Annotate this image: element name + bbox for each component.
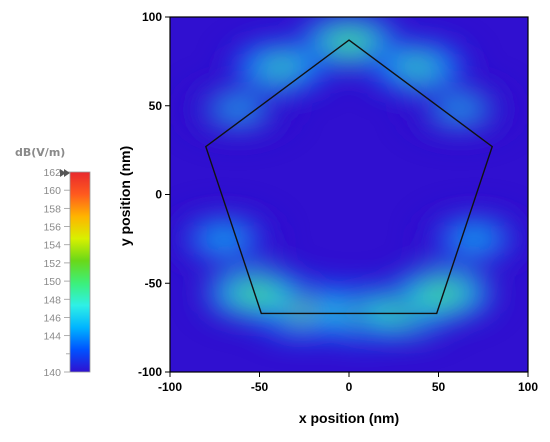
hotspot-8-layer-4 <box>238 286 273 301</box>
hotspot-4-layer-4 <box>442 102 477 117</box>
hotspot-9-layer-4 <box>425 286 460 301</box>
x-tick-label: 50 <box>432 380 446 394</box>
hotspot-10-layer-4 <box>206 231 241 246</box>
y-axis: 100 50 0 -50 -100 <box>138 10 170 379</box>
colorbar-tick-label: 160 <box>43 185 61 197</box>
hotspot-3-layer-4 <box>221 102 256 117</box>
hotspot-1-layer-4 <box>263 59 298 74</box>
colorbar-tick-label: 154 <box>43 240 61 252</box>
colorbar-tick-label: 152 <box>43 258 61 270</box>
hotspot-2-layer-4 <box>400 59 435 74</box>
colorbar-gradient <box>69 171 91 373</box>
plot-area <box>170 17 528 372</box>
x-tick-label: 100 <box>518 380 538 394</box>
colorbar-tick-label: 156 <box>43 222 61 234</box>
y-tick-label: 100 <box>142 10 162 24</box>
colorbar-tick-label: 158 <box>43 203 61 215</box>
x-tick-label: -100 <box>158 380 182 394</box>
field-hotspots <box>170 17 528 344</box>
x-tick-label: 0 <box>346 380 353 394</box>
y-axis-label: y position (nm) <box>117 146 133 246</box>
y-tick-label: 0 <box>155 188 162 202</box>
hotspot-0-layer-4 <box>332 34 366 49</box>
pentagon-outline <box>204 39 494 315</box>
x-axis-label: x position (nm) <box>299 410 399 426</box>
colorbar-max-marker-icon <box>60 169 70 177</box>
x-axis: -100 -50 0 50 100 <box>158 372 538 394</box>
colorbar-tick-label: 140 <box>43 367 61 379</box>
hotspot-11-layer-4 <box>457 231 492 246</box>
colorbar: dB(V/m) 162 160 158 156 154 152 150 148 146 144 14… <box>15 146 91 379</box>
x-tick-label: -50 <box>251 380 269 394</box>
y-tick-label: -50 <box>145 276 163 290</box>
colorbar-tick-label: 150 <box>43 276 61 288</box>
colorbar-tick-label: 162 <box>43 167 61 179</box>
colorbar-unit: dB(V/m) <box>15 146 65 159</box>
y-tick-label: 50 <box>149 99 163 113</box>
colorbar-tick-label: 148 <box>43 294 61 306</box>
y-tick-label: -100 <box>138 365 162 379</box>
colorbar-tick-label: 146 <box>43 312 61 324</box>
colorbar-ticks: 162 160 158 156 154 152 150 148 146 144 140 <box>43 167 70 379</box>
colorbar-tick-label: 144 <box>43 331 61 343</box>
